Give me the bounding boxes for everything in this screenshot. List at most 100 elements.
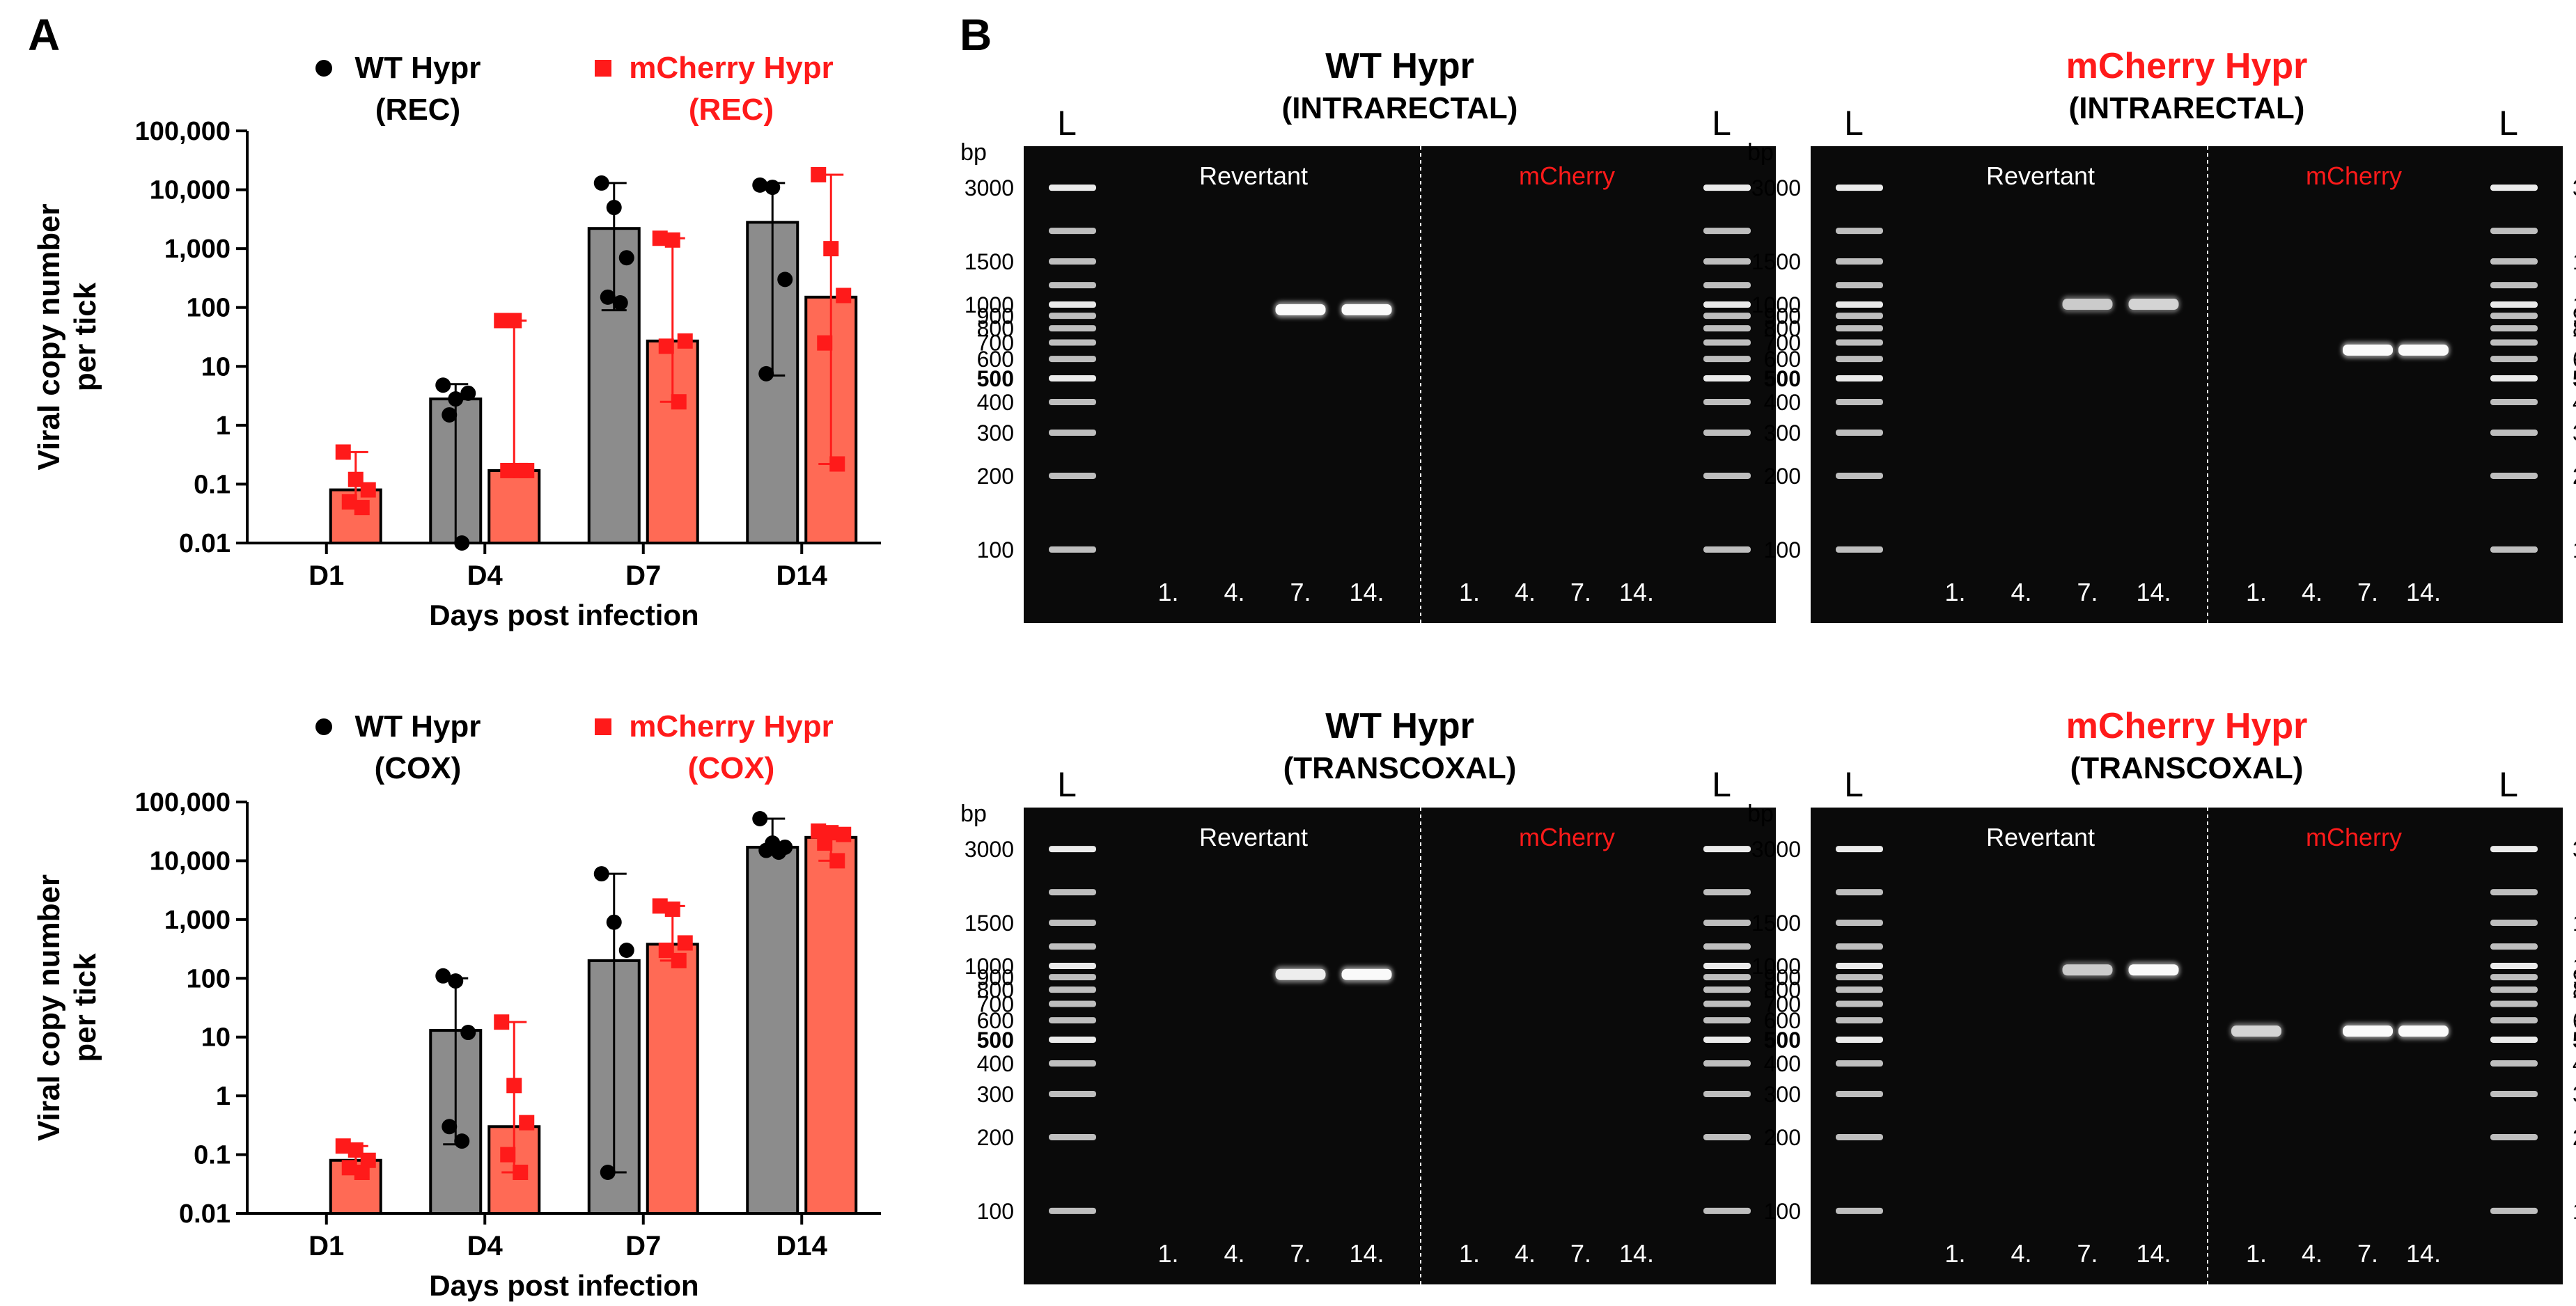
ladder-band [1836, 399, 1883, 406]
y-axis-label: per tick [68, 953, 102, 1062]
ladder-size-label: 800 [977, 316, 1014, 341]
sample-band [1275, 304, 1326, 315]
ladder-band [1703, 1133, 1751, 1140]
point-mcherry [664, 901, 680, 917]
ladder-band [2490, 313, 2538, 320]
ladder-band [1703, 974, 1751, 981]
ladder-label: L [1844, 104, 1864, 143]
ladder-band [1703, 1017, 1751, 1024]
ladder-size-label: 100 [1764, 537, 1801, 562]
lane-label: 4. [1224, 1239, 1244, 1268]
point-mcherry [671, 952, 687, 968]
ladder-size-label: 300 [1764, 420, 1801, 446]
ladder-band [1703, 430, 1751, 436]
point-mcherry [677, 935, 693, 951]
ladder-band [2490, 1207, 2538, 1214]
ladder-size-label: 800 [977, 977, 1014, 1002]
point-wt [454, 1133, 470, 1149]
point-mcherry [341, 494, 357, 510]
ladder-size-label: 100 [1764, 1199, 1801, 1224]
bar-mcherry [487, 469, 541, 544]
ladder-unit: bp [1747, 139, 1774, 166]
y-tick-label: 0.1 [194, 1141, 231, 1170]
x-tick-label: D7 [625, 560, 661, 591]
gel-panel-3: WT Hypr (TRANSCOXAL) L Lbp 3000 1500 100090080… [960, 706, 1776, 1284]
ladder-band [2490, 1060, 2538, 1067]
sample-band [1275, 968, 1326, 980]
ladder-size-label: 500 [1764, 1028, 1801, 1053]
point-wt [442, 407, 458, 423]
gel-image [1811, 808, 2563, 1284]
y-axis-label: Viral copy number [32, 203, 66, 470]
ladder-size-label: 600 [1764, 347, 1801, 372]
sample-band [1341, 304, 1392, 315]
ladder-size-label: 200 [977, 464, 1014, 489]
bar-mcherry [804, 835, 858, 1215]
gel-panel-4: mCherry Hypr (TRANSCOXAL) L Lbp 3000 1500 1000… [1747, 706, 2576, 1284]
point-wt [758, 842, 774, 858]
ladder-size-label: 300 [2573, 1082, 2576, 1107]
ladder-size-label: 800 [2573, 977, 2576, 1002]
ladder-band [1836, 375, 1883, 381]
ladder-size-label: 200 [2573, 1125, 2576, 1150]
point-wt [448, 973, 464, 989]
ladder-band [2490, 228, 2538, 235]
point-mcherry [811, 823, 827, 839]
ladder-size-label: 400 [1764, 390, 1801, 415]
ladder-band [1049, 375, 1096, 381]
lane-label: 14. [1619, 578, 1654, 606]
ladder-band [1703, 1036, 1751, 1043]
sample-band [2128, 299, 2179, 310]
lane-label: 4. [2302, 1239, 2323, 1268]
point-mcherry [829, 853, 845, 869]
ladder-band [1703, 184, 1751, 191]
ladder-size-label: 500 [977, 1028, 1014, 1053]
gel-subtitle: (INTRARECTAL) [1282, 91, 1518, 125]
ladder-band [2490, 546, 2538, 553]
ladder-band [1049, 325, 1096, 332]
lane-label: 14. [1349, 1239, 1384, 1268]
ladder-size-label: 500 [1764, 366, 1801, 391]
ladder-band [2490, 889, 2538, 896]
y-tick-label: 100,000 [135, 117, 231, 146]
gel-title: WT Hypr [1325, 706, 1474, 746]
y-tick-label: 10 [201, 352, 231, 381]
lane-label: 7. [1290, 578, 1311, 606]
ladder-size-label: 500 [2573, 366, 2576, 391]
ladder-band [1836, 430, 1883, 436]
x-axis-label: Days post infection [429, 599, 698, 631]
ladder-band [1703, 258, 1751, 265]
y-tick-label: 1 [216, 1082, 231, 1111]
legend-marker-mcherry [595, 718, 611, 735]
point-mcherry [658, 943, 674, 959]
ladder-band [1836, 472, 1883, 479]
ladder-band [1703, 546, 1751, 553]
ladder-band [1703, 313, 1751, 320]
ladder-band [1836, 1000, 1883, 1007]
ladder-size-label: 1000 [965, 954, 1014, 979]
ladder-size-label: 600 [2573, 1008, 2576, 1033]
ladder-label: L [1712, 104, 1731, 143]
point-wt [765, 180, 781, 196]
ladder-label: L [1844, 765, 1864, 804]
x-tick-label: D1 [309, 1231, 344, 1261]
point-wt [593, 866, 609, 882]
panel-letter-a: A [28, 10, 60, 60]
y-tick-label: 0.01 [179, 529, 231, 558]
ladder-label: L [2499, 765, 2518, 804]
ladder-band [1703, 472, 1751, 479]
ladder-band [1836, 282, 1883, 289]
ladder-band [2490, 258, 2538, 265]
ladder-size-label: 600 [977, 347, 1014, 372]
ladder-band [1703, 963, 1751, 970]
point-wt [460, 1025, 476, 1041]
ladder-size-label: 700 [977, 992, 1014, 1017]
ladder-size-label: 1000 [2573, 954, 2576, 979]
ladder-size-label: 500 [977, 366, 1014, 391]
gel-title: mCherry Hypr [2066, 706, 2308, 746]
ladder-band [1049, 228, 1096, 235]
lane-label: 1. [2246, 1239, 2267, 1268]
ladder-band [1049, 184, 1096, 191]
ladder-size-label: 600 [1764, 1008, 1801, 1033]
ladder-band [1049, 1133, 1096, 1140]
